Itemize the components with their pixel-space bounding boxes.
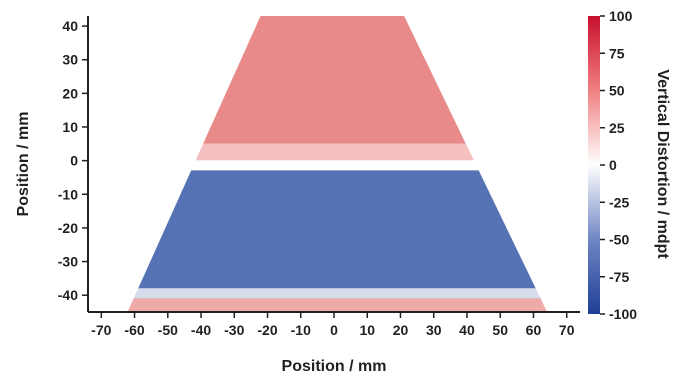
- colorbar-tick-label: -25: [609, 194, 629, 210]
- y-tick-label: -40: [58, 287, 78, 303]
- heatmap-band: [133, 288, 541, 299]
- x-tick-label: -20: [257, 322, 277, 338]
- y-axis-title: Position / mm: [15, 112, 32, 217]
- colorbar-tick-label: -75: [609, 269, 629, 285]
- x-tick-label: -10: [291, 322, 311, 338]
- x-axis-ticks: -70 -60 -50 -40 -30 -20 -10 0 10 20 30 40 50 60 70: [91, 312, 575, 338]
- x-tick-label: -40: [191, 322, 211, 338]
- x-tick-label: -70: [91, 322, 111, 338]
- colorbar-tick-label: 100: [609, 8, 633, 24]
- y-tick-label: -20: [58, 220, 78, 236]
- y-axis-ticks: -40 -30 -20 -10 0 10 20 30 40: [58, 18, 88, 303]
- colorbar-tick-label: 0: [609, 157, 617, 173]
- x-tick-label: 20: [393, 322, 409, 338]
- heatmap-band: [190, 160, 479, 171]
- colorbar-ticks: -100 -75 -50 -25 0 25 50 75 100: [600, 8, 637, 322]
- y-tick-label: 40: [62, 18, 78, 34]
- x-tick-label: 70: [559, 322, 575, 338]
- y-tick-label: 0: [70, 153, 78, 169]
- x-axis-title: Position / mm: [282, 358, 387, 375]
- heatmap-region: [127, 16, 548, 312]
- y-tick-label: 10: [62, 119, 78, 135]
- x-tick-label: 40: [459, 322, 475, 338]
- x-tick-label: -50: [158, 322, 178, 338]
- colorbar-tick-label: 75: [609, 45, 625, 61]
- y-tick-label: 30: [62, 52, 78, 68]
- heatmap-band: [195, 143, 475, 161]
- colorbar: [588, 16, 600, 314]
- x-tick-label: 50: [492, 322, 508, 338]
- x-tick-label: -60: [124, 322, 144, 338]
- x-tick-label: 60: [526, 322, 542, 338]
- heatmap-band: [138, 170, 536, 289]
- y-tick-label: -10: [58, 186, 78, 202]
- x-tick-label: 10: [359, 322, 375, 338]
- colorbar-tick-label: 50: [609, 83, 625, 99]
- colorbar-tick-label: -50: [609, 232, 629, 248]
- colorbar-tick-label: 25: [609, 120, 625, 136]
- colorbar-tick-label: -100: [609, 306, 637, 322]
- colorbar-title: Vertical Distortion / mdpt: [654, 69, 671, 259]
- heatmap-band: [202, 16, 466, 145]
- x-tick-label: -30: [224, 322, 244, 338]
- x-tick-label: 30: [426, 322, 442, 338]
- heatmap-band: [127, 298, 548, 312]
- x-tick-label: 0: [330, 322, 338, 338]
- y-tick-label: -30: [58, 254, 78, 270]
- y-tick-label: 20: [62, 85, 78, 101]
